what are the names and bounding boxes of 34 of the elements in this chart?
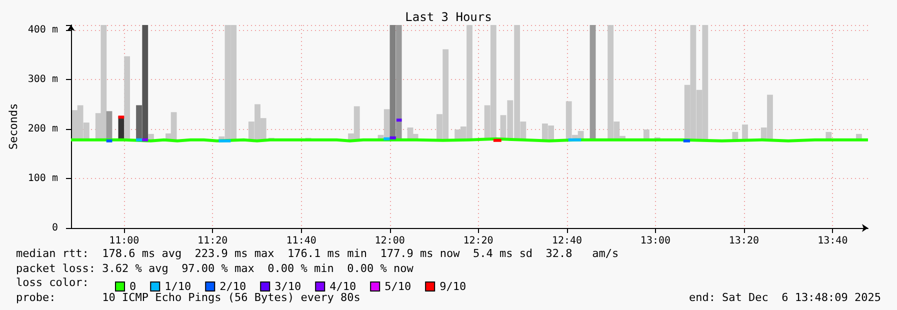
- legend-label: 9/10: [440, 280, 466, 293]
- legend-label: 3/10: [274, 280, 302, 293]
- y-axis-title: Seconds: [7, 103, 20, 150]
- x-tick-label: 13:20: [728, 236, 759, 246]
- bar: [396, 25, 402, 140]
- chart-title: Last 3 Hours: [405, 10, 492, 24]
- y-tick-label: 400 m: [28, 24, 58, 36]
- text: probe: 10 ICMP Echo Pings (56 Bytes) every 80s: [16, 291, 360, 304]
- text: end: Sat Dec 6 13:48:09 2025: [688, 291, 882, 304]
- bar: [136, 105, 142, 140]
- legend-title: loss color:: [16, 276, 89, 289]
- text: median rtt: 178.6 ms avg 223.9 ms max 176.1 ms min 177.9 ms now 5.4 ms sd 32.8 am/s: [16, 247, 619, 260]
- x-tick-label: 12:00: [374, 236, 405, 246]
- x-tick-label: 11:40: [286, 236, 316, 246]
- x-tick-label: 12:40: [552, 236, 582, 246]
- y-tick-label: 0: [52, 222, 58, 234]
- legend-label: 5/10: [384, 280, 412, 293]
- x-tick-label: 13:40: [818, 236, 848, 246]
- y-tick-label: 100 m: [28, 172, 58, 184]
- legend-label: 4/10: [330, 280, 356, 293]
- legend-label: 2/10: [220, 280, 246, 293]
- x-tick-label: 12:20: [463, 236, 494, 246]
- y-tick-label: 200 m: [28, 123, 58, 134]
- bar: [742, 124, 748, 140]
- text: packet loss: 3.62 % avg 97.00 % max 0.00 % min 0.00 % now: [16, 262, 414, 275]
- legend-label: 0: [130, 280, 136, 293]
- bar: [124, 56, 130, 140]
- x-tick-label: 13:00: [640, 236, 671, 246]
- bar: [590, 25, 596, 140]
- x-tick-label: 11:20: [198, 236, 228, 246]
- y-tick-label: 300 m: [28, 74, 58, 85]
- legend-label: 1/10: [164, 280, 192, 293]
- x-tick-label: 11:00: [109, 236, 140, 246]
- bar: [142, 25, 148, 140]
